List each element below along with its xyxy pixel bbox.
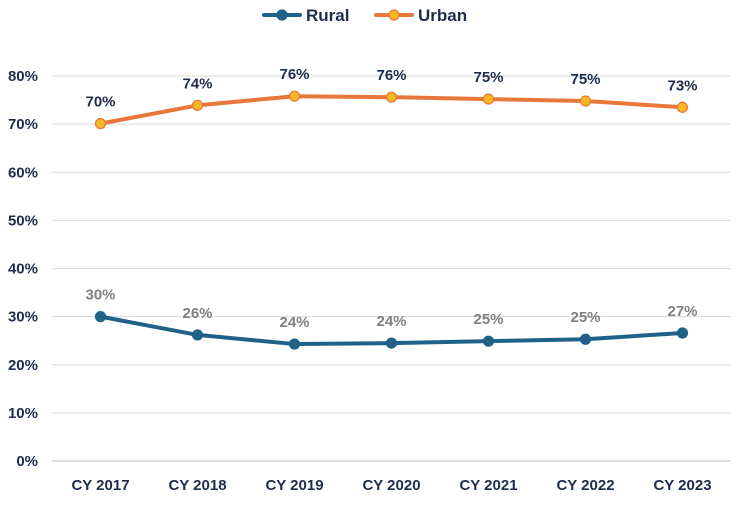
x-tick-label: CY 2022 [556, 477, 614, 494]
data-labels: 30% 26% 24% 24% 25% 25% 27% 70% 74% 76% 76% 75% 75% 7… [85, 66, 697, 331]
urban-data-label: 75% [570, 71, 600, 88]
urban-data-point [676, 101, 689, 113]
legend: Rural Urban [262, 6, 467, 25]
y-tick-label: 70% [8, 116, 38, 133]
x-axis: CY 2017 CY 2018 CY 2019 CY 2020 CY 2021 CY 20… [71, 477, 711, 494]
x-tick-label: CY 2017 [71, 477, 129, 494]
y-tick-label: 20% [8, 357, 38, 374]
x-tick-label: CY 2021 [459, 477, 517, 494]
rural-legend-label: Rural [306, 6, 349, 25]
rural-data-point [385, 337, 398, 349]
rural-data-point [676, 327, 689, 339]
x-tick-label: CY 2023 [653, 477, 711, 494]
rural-data-label: 24% [279, 314, 309, 331]
urban-data-label: 75% [473, 69, 503, 86]
urban-data-label: 73% [667, 77, 697, 94]
x-tick-label: CY 2018 [168, 477, 226, 494]
urban-data-point [579, 95, 592, 107]
series-group [94, 90, 689, 350]
rural-data-label: 25% [570, 309, 600, 326]
urban-data-point [482, 93, 495, 105]
rural-data-label: 24% [376, 313, 406, 330]
urban-data-point [191, 99, 204, 111]
urban-legend-label: Urban [418, 6, 467, 25]
rural-data-point [191, 329, 204, 341]
urban-data-point [385, 91, 398, 103]
rural-data-point [482, 335, 495, 347]
y-tick-label: 30% [8, 309, 38, 326]
y-tick-label: 10% [8, 405, 38, 422]
rural-legend-marker [276, 9, 288, 21]
y-tick-label: 60% [8, 164, 38, 181]
urban-data-label: 74% [182, 75, 212, 92]
rural-data-label: 30% [85, 287, 115, 304]
y-tick-label: 50% [8, 212, 38, 229]
rural-data-label: 27% [667, 303, 697, 320]
y-tick-label: 80% [8, 68, 38, 85]
urban-legend-marker [388, 9, 400, 21]
rural-data-label: 26% [182, 305, 212, 322]
y-tick-label: 0% [16, 453, 38, 470]
rural-data-label: 25% [473, 311, 503, 328]
x-tick-label: CY 2019 [265, 477, 323, 494]
urban-data-point [288, 90, 301, 102]
urban-data-label: 76% [376, 67, 406, 84]
rural-data-point [579, 333, 592, 345]
y-axis: 0% 10% 20% 30% 40% 50% 60% 70% 80% [8, 68, 38, 470]
urban-data-label: 70% [85, 94, 115, 111]
urban-data-label: 76% [279, 66, 309, 83]
rural-data-point [94, 311, 107, 323]
y-tick-label: 40% [8, 261, 38, 278]
rural-data-point [288, 338, 301, 350]
urban-data-point [94, 118, 107, 130]
x-tick-label: CY 2020 [362, 477, 420, 494]
gridlines [52, 75, 731, 462]
